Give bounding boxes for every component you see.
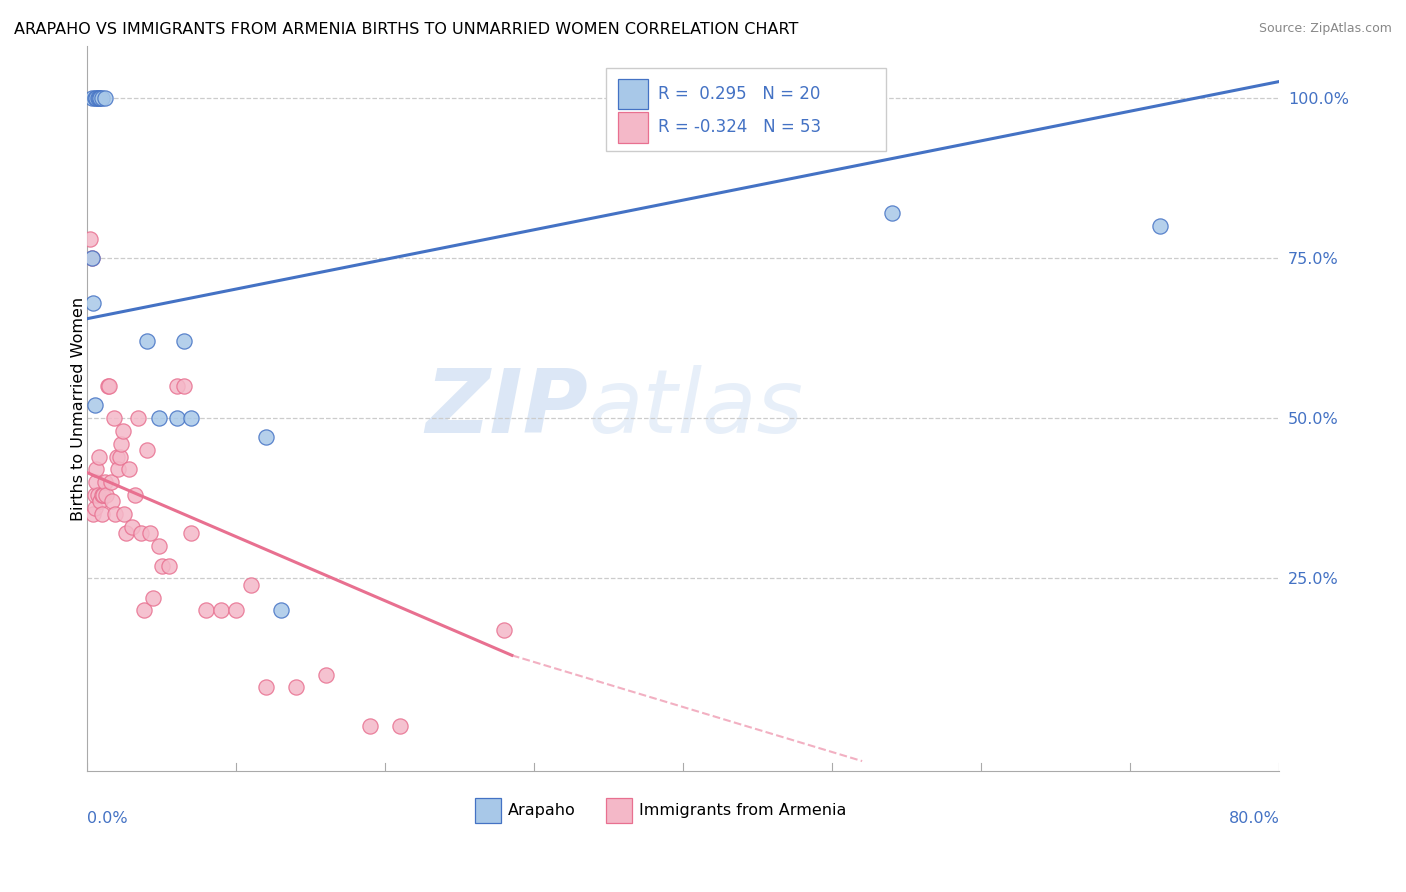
Point <box>148 411 170 425</box>
Point <box>94 90 117 104</box>
Point <box>107 462 129 476</box>
Point <box>118 462 141 476</box>
Point <box>494 623 516 637</box>
Point <box>104 508 127 522</box>
Point <box>89 90 111 104</box>
Point <box>240 578 263 592</box>
Point <box>86 90 108 104</box>
Point <box>150 558 173 573</box>
Point <box>129 526 152 541</box>
Point <box>86 488 108 502</box>
Point <box>83 488 105 502</box>
Point <box>80 251 103 265</box>
Point <box>82 295 104 310</box>
Point <box>84 462 107 476</box>
Point <box>138 526 160 541</box>
Point <box>124 488 146 502</box>
Point <box>157 558 180 573</box>
Point <box>135 443 157 458</box>
Point <box>135 334 157 348</box>
Point <box>105 450 128 464</box>
Point <box>254 681 277 695</box>
Point <box>195 603 218 617</box>
Point <box>83 398 105 412</box>
Point <box>79 231 101 245</box>
Point <box>111 424 134 438</box>
Point <box>114 526 136 541</box>
Point <box>82 508 104 522</box>
Point <box>148 539 170 553</box>
Point <box>83 500 105 515</box>
Point <box>180 526 202 541</box>
Point <box>389 719 412 733</box>
Text: Arapaho: Arapaho <box>508 803 575 818</box>
Bar <box>606 68 886 152</box>
Point <box>315 667 337 681</box>
Point <box>98 379 121 393</box>
Text: atlas: atlas <box>588 366 803 451</box>
Point <box>84 90 107 104</box>
Point <box>180 411 202 425</box>
Text: ARAPAHO VS IMMIGRANTS FROM ARMENIA BIRTHS TO UNMARRIED WOMEN CORRELATION CHART: ARAPAHO VS IMMIGRANTS FROM ARMENIA BIRTH… <box>14 22 799 37</box>
Point <box>359 719 381 733</box>
Point <box>93 488 115 502</box>
Point <box>96 488 118 502</box>
Point <box>173 334 195 348</box>
Point <box>121 520 143 534</box>
Text: Immigrants from Armenia: Immigrants from Armenia <box>640 803 846 818</box>
Point <box>94 475 117 490</box>
Point <box>87 90 110 104</box>
Point <box>87 450 110 464</box>
Point <box>142 591 165 605</box>
Point <box>83 90 105 104</box>
Text: R = -0.324   N = 53: R = -0.324 N = 53 <box>658 119 821 136</box>
Point <box>80 251 103 265</box>
Point <box>80 90 103 104</box>
Point <box>89 494 111 508</box>
Point <box>97 379 120 393</box>
Point <box>880 206 903 220</box>
Bar <box>475 797 501 822</box>
Point <box>166 411 188 425</box>
Text: Source: ZipAtlas.com: Source: ZipAtlas.com <box>1258 22 1392 36</box>
Point <box>108 450 131 464</box>
Text: ZIP: ZIP <box>425 365 588 452</box>
Point <box>91 90 114 104</box>
Point <box>84 475 107 490</box>
Point <box>284 681 307 695</box>
Point <box>173 379 195 393</box>
Point <box>110 436 132 450</box>
Bar <box>617 112 648 143</box>
Point <box>103 411 125 425</box>
Point <box>1149 219 1171 233</box>
Point <box>112 508 135 522</box>
Bar <box>617 78 648 109</box>
Point <box>100 475 122 490</box>
Point <box>101 494 124 508</box>
Bar <box>606 797 633 822</box>
Point <box>209 603 232 617</box>
Point <box>254 430 277 444</box>
Point <box>132 603 155 617</box>
Point <box>91 488 114 502</box>
Point <box>225 603 247 617</box>
Text: R =  0.295   N = 20: R = 0.295 N = 20 <box>658 85 821 103</box>
Text: 0.0%: 0.0% <box>87 811 128 826</box>
Text: 80.0%: 80.0% <box>1229 811 1279 826</box>
Point <box>91 508 114 522</box>
Y-axis label: Births to Unmarried Women: Births to Unmarried Women <box>72 296 86 521</box>
Point <box>166 379 188 393</box>
Point <box>127 411 149 425</box>
Point <box>270 603 292 617</box>
